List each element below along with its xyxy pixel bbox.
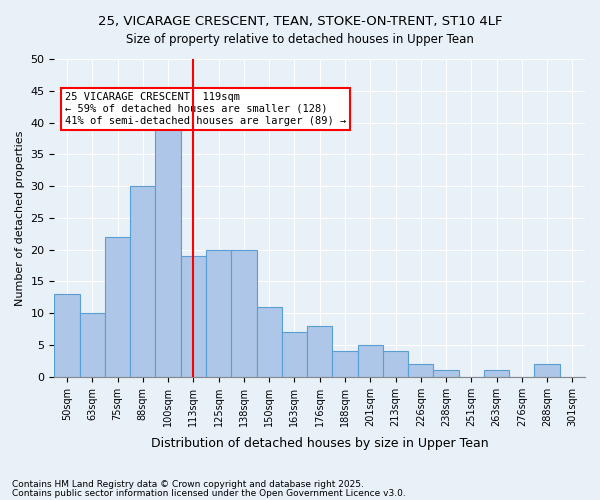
Y-axis label: Number of detached properties: Number of detached properties (15, 130, 25, 306)
Text: Size of property relative to detached houses in Upper Tean: Size of property relative to detached ho… (126, 32, 474, 46)
Bar (130, 186, 155, 377)
Bar (231, 250, 257, 377)
Bar (535, 364, 560, 377)
Bar (433, 370, 458, 377)
Bar (105, 237, 130, 377)
Bar (181, 256, 206, 377)
Bar (332, 352, 358, 377)
Bar (484, 370, 509, 377)
Bar (282, 332, 307, 377)
Text: Contains public sector information licensed under the Open Government Licence v3: Contains public sector information licen… (12, 488, 406, 498)
X-axis label: Distribution of detached houses by size in Upper Tean: Distribution of detached houses by size … (151, 437, 488, 450)
Text: 25, VICARAGE CRESCENT, TEAN, STOKE-ON-TRENT, ST10 4LF: 25, VICARAGE CRESCENT, TEAN, STOKE-ON-TR… (98, 15, 502, 28)
Text: 25 VICARAGE CRESCENT: 119sqm
← 59% of detached houses are smaller (128)
41% of s: 25 VICARAGE CRESCENT: 119sqm ← 59% of de… (65, 92, 346, 126)
Bar (383, 352, 408, 377)
Bar (307, 326, 332, 377)
Bar (206, 250, 231, 377)
Text: Contains HM Land Registry data © Crown copyright and database right 2025.: Contains HM Land Registry data © Crown c… (12, 480, 364, 489)
Bar (257, 307, 282, 377)
Bar (55, 294, 80, 377)
Bar (358, 345, 383, 377)
Bar (80, 313, 105, 377)
Bar (155, 129, 181, 377)
Bar (408, 364, 433, 377)
